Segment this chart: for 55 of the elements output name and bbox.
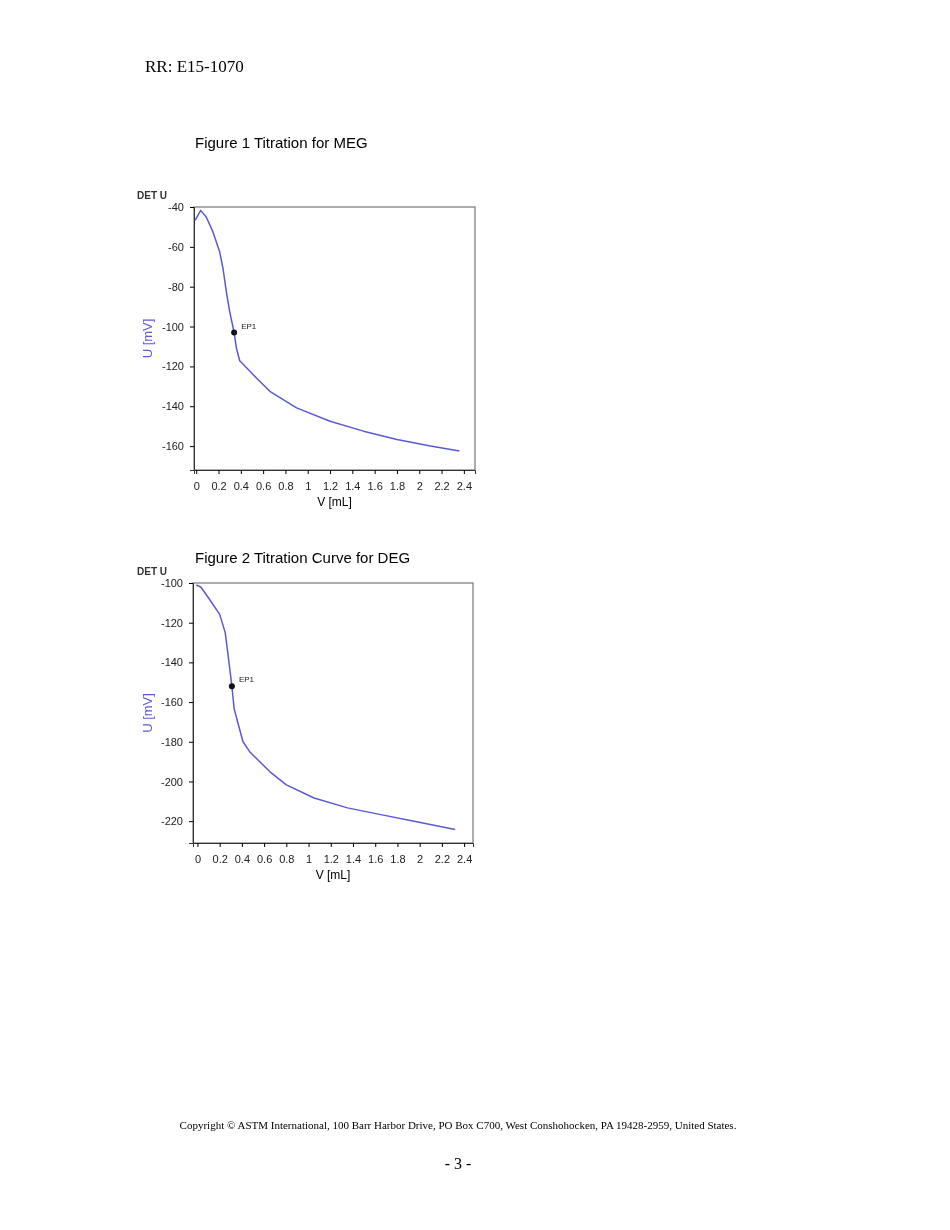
y-tick-label: -160 xyxy=(160,696,183,709)
x-tick-label: 1.6 xyxy=(368,852,384,865)
x-tick-label: 0.6 xyxy=(255,479,272,492)
y-tick-label: -200 xyxy=(160,775,183,788)
text: Copyright © ASTM International, 100 Barr Harbor Drive, PO Box C700, West Conshohocken, PA 19428-2959, United States. xyxy=(179,1119,737,1131)
y-tick-label: -140 xyxy=(161,400,184,413)
x-tick-label: 1.4 xyxy=(345,479,361,492)
text: RR: E15-1070 xyxy=(145,57,244,76)
x-tick-label: 2 xyxy=(416,479,423,492)
y-tick-label: -40 xyxy=(168,201,184,214)
y-tick-label: -120 xyxy=(160,616,183,629)
x-tick-label: 1.2 xyxy=(322,479,339,492)
x-tick-label: 0.6 xyxy=(256,852,273,865)
y-tick-label: -140 xyxy=(160,656,183,669)
annotation: EP1 xyxy=(238,675,255,685)
y-tick-label: -100 xyxy=(161,320,184,333)
x-tick-label: 2.4 xyxy=(456,852,473,865)
x-axis-title: V [mL] xyxy=(315,868,351,882)
x-tick-label: 0.8 xyxy=(279,852,295,865)
y-tick-label: -220 xyxy=(160,815,183,828)
x-tick-label: 0.2 xyxy=(211,479,227,492)
chart-subtitle: DET U xyxy=(137,566,167,577)
x-tick-label: 1.8 xyxy=(390,852,406,865)
x-tick-label: 2.4 xyxy=(456,479,472,492)
x-tick-label: 1.4 xyxy=(345,852,362,865)
x-tick-label: 0 xyxy=(193,479,200,492)
x-tick-label: 0.4 xyxy=(234,852,251,865)
x-axis-title: V [mL] xyxy=(317,495,352,509)
line-series xyxy=(194,209,461,452)
x-tick-label: 2.2 xyxy=(434,479,450,492)
y-axis-title: U [mV] xyxy=(140,318,155,359)
annotation: EP1 xyxy=(241,321,257,331)
chart-title: Figure 2 Titration Curve for DEG xyxy=(195,549,411,566)
y-tick-label: -60 xyxy=(168,240,184,253)
y-axis-title: U [mV] xyxy=(140,693,155,733)
y-tick-label: -120 xyxy=(161,360,184,373)
y-tick-label: -100 xyxy=(160,577,183,590)
text: - 3 - xyxy=(444,1155,472,1172)
x-tick-label: 1 xyxy=(305,479,312,492)
x-tick-label: 2 xyxy=(417,852,424,865)
y-tick-label: -160 xyxy=(161,440,184,453)
x-tick-label: 1.8 xyxy=(389,479,406,492)
x-tick-label: 0.2 xyxy=(212,852,228,865)
chart-title: Figure 1 Titration for MEG xyxy=(195,134,368,151)
x-tick-label: 1.2 xyxy=(323,852,339,865)
chart-subtitle: DET U xyxy=(137,190,167,201)
x-tick-label: 0 xyxy=(194,852,202,865)
y-tick-label: -80 xyxy=(168,280,184,293)
x-tick-label: 0.4 xyxy=(233,479,249,492)
y-tick-label: -180 xyxy=(160,735,183,748)
x-tick-label: 1 xyxy=(305,852,313,865)
line-series xyxy=(195,584,456,831)
x-tick-label: 2.2 xyxy=(434,852,451,865)
x-tick-label: 0.8 xyxy=(278,479,294,492)
x-tick-label: 1.6 xyxy=(367,479,383,492)
